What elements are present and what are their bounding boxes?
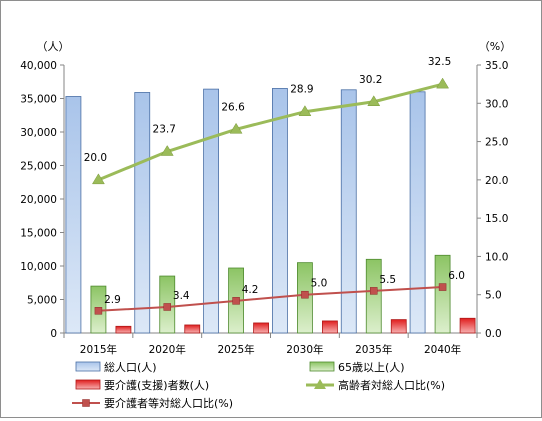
point-care-ratio — [370, 287, 378, 295]
legend-marker-square — [82, 399, 90, 407]
right-tick-label: 30.0 — [485, 98, 508, 110]
right-tick-label: 15.0 — [485, 213, 508, 225]
legend-item-3: 要介護(支援)者数(人) — [104, 378, 209, 392]
left-tick-label: 0 — [50, 328, 57, 340]
data-label-elderly-ratio: 28.9 — [290, 84, 313, 96]
x-tick-label: 2025年 — [217, 343, 254, 356]
bar-care-recipients — [390, 319, 407, 334]
left-tick-label: 30,000 — [20, 127, 57, 139]
legend-marker-triangle — [314, 379, 326, 389]
legend-swatch — [75, 379, 101, 390]
data-label-elderly-ratio: 30.2 — [359, 74, 382, 86]
point-care-ratio — [438, 283, 447, 291]
data-label-care-ratio: 4.2 — [242, 284, 259, 296]
left-axis-unit: （人） — [37, 40, 70, 53]
x-tick-label: 2040年 — [424, 343, 461, 356]
line-care-ratio — [98, 286, 443, 312]
legend-item-1: 総人口(人) — [104, 360, 157, 374]
left-tick-label: 25,000 — [20, 161, 57, 173]
point-elderly-ratio — [229, 122, 243, 134]
right-tick-label: 20.0 — [485, 175, 508, 187]
bar-care-recipients — [184, 324, 201, 334]
point-elderly-ratio — [436, 77, 450, 89]
data-label-care-ratio: 3.4 — [173, 290, 190, 302]
data-label-elderly-ratio: 26.6 — [221, 101, 245, 113]
right-tick-label: 25.0 — [485, 137, 508, 149]
bar-aged-65-plus — [434, 254, 451, 334]
point-care-ratio — [232, 297, 240, 305]
point-elderly-ratio — [298, 105, 312, 116]
bar-total-population — [272, 88, 288, 334]
right-tick-label: 0.0 — [485, 328, 502, 340]
x-tick-label: 2035年 — [355, 343, 392, 356]
line-elderly-ratio — [97, 82, 443, 182]
legend-item-2: 65歳以上(人) — [338, 361, 405, 374]
left-tick-label: 5,000 — [27, 295, 57, 307]
right-axis-unit: （%） — [479, 40, 511, 53]
x-tick-label: 2030年 — [286, 343, 323, 356]
data-label-care-ratio: 5.5 — [379, 274, 396, 286]
left-tick-label: 10,000 — [20, 261, 57, 273]
bar-total-population — [409, 91, 426, 334]
legend-swatch — [75, 361, 101, 372]
bar-aged-65-plus — [365, 258, 382, 334]
right-tick-label: 35.0 — [485, 60, 508, 72]
legend-item-4: 高齢者対総人口比(%) — [338, 378, 445, 392]
bar-care-recipients — [322, 320, 338, 334]
legend-item-5: 要介護者等対総人口比(%) — [104, 396, 233, 410]
bar-total-population — [340, 89, 357, 334]
x-tick-label: 2020年 — [149, 343, 186, 356]
data-label-elderly-ratio: 23.7 — [153, 124, 176, 136]
bar-care-recipients — [459, 317, 476, 334]
left-tick-label: 40,000 — [20, 60, 57, 72]
right-tick-label: 10.0 — [485, 251, 508, 263]
bar-care-recipients — [115, 325, 132, 334]
point-elderly-ratio — [91, 173, 105, 185]
data-label-elderly-ratio: 20.0 — [84, 152, 107, 164]
point-elderly-ratio — [160, 145, 174, 156]
point-care-ratio — [94, 307, 103, 315]
legend-swatch — [309, 361, 335, 372]
left-tick-label: 20,000 — [20, 194, 57, 206]
bar-care-recipients — [253, 322, 269, 334]
bar-total-population — [65, 96, 82, 334]
data-label-care-ratio: 2.9 — [104, 294, 121, 306]
right-tick-label: 5.0 — [485, 290, 502, 302]
point-care-ratio — [163, 303, 171, 311]
x-tick-label: 2015年 — [80, 343, 117, 356]
point-elderly-ratio — [367, 95, 381, 107]
left-tick-label: 35,000 — [20, 94, 57, 106]
bar-total-population — [134, 92, 151, 334]
point-care-ratio — [301, 290, 309, 299]
data-label-care-ratio: 6.0 — [448, 270, 465, 282]
data-label-elderly-ratio: 32.5 — [428, 56, 451, 68]
bar-total-population — [203, 88, 219, 334]
left-tick-label: 15,000 — [20, 228, 57, 240]
data-label-care-ratio: 5.0 — [311, 278, 328, 290]
